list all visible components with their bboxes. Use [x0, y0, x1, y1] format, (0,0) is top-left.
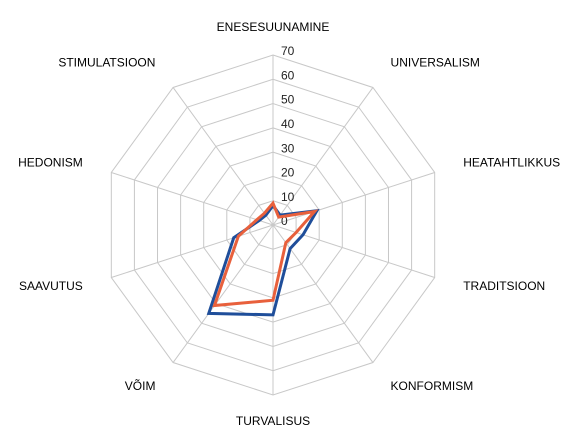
- spoke: [272, 171, 435, 226]
- category-label: TRADITSIOON: [463, 279, 545, 293]
- category-label: TURVALISUS: [236, 414, 310, 428]
- grid-ring: [226, 175, 320, 275]
- tick-label: 50: [281, 93, 295, 107]
- tick-label: 70: [281, 44, 295, 58]
- tick-label: 40: [281, 117, 295, 131]
- spoke: [172, 224, 274, 363]
- category-label: HEATAHTLIKKUS: [463, 155, 560, 169]
- category-label: HEDONISM: [18, 155, 83, 169]
- category-label: KONFORMISM: [391, 379, 474, 393]
- spoke: [272, 224, 435, 279]
- tick-label: 60: [281, 68, 295, 82]
- tick-label: 20: [281, 166, 295, 180]
- spoke: [111, 171, 274, 226]
- spoke: [172, 87, 274, 226]
- grid-ring: [110, 54, 436, 396]
- tick-label: 10: [281, 190, 295, 204]
- grid-ring: [180, 127, 366, 323]
- category-label: ENESESUUNAMINE: [217, 20, 330, 34]
- spoke: [272, 87, 374, 226]
- spoke: [111, 224, 274, 279]
- series-line: [212, 200, 319, 308]
- category-label: STIMULATSIOON: [58, 55, 155, 69]
- tick-label: 30: [281, 141, 295, 155]
- category-label: SAAVUTUS: [19, 279, 83, 293]
- grid-ring: [133, 78, 413, 372]
- category-label: VÕIM: [125, 378, 156, 393]
- category-label: UNIVERSALISM: [391, 55, 480, 69]
- grid-ring: [157, 103, 389, 347]
- tick-label: 0: [281, 214, 288, 228]
